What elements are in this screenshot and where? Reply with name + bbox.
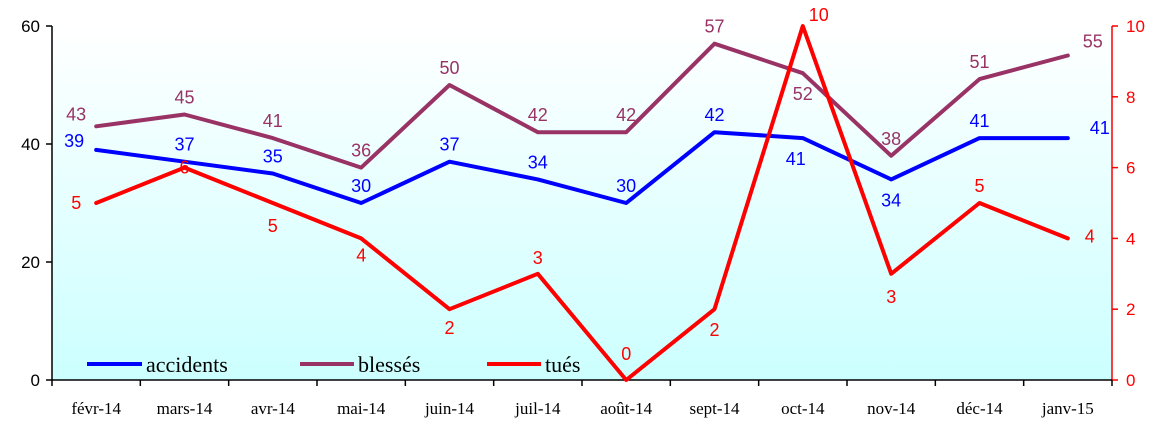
series-line-accidents: [94, 130, 1070, 205]
legend: accidents blessés tués: [87, 352, 580, 377]
x-axis-tick-label: oct-14: [781, 399, 825, 418]
data-label: 5: [268, 216, 278, 236]
right-axis-tick-label: 4: [1126, 229, 1135, 248]
data-label: 41: [1090, 118, 1110, 138]
x-axis-tick-label: déc-14: [956, 399, 1003, 418]
data-label: 5: [974, 176, 984, 196]
data-label: 10: [809, 5, 829, 25]
left-axis-tick-label: 20: [21, 253, 40, 272]
data-label: 4: [1085, 226, 1095, 246]
data-label: 35: [263, 147, 283, 167]
x-axis-tick-label: avr-14: [251, 399, 296, 418]
right-axis-tick-label: 2: [1126, 300, 1135, 319]
data-label: 42: [704, 105, 724, 125]
right-axis-tick-label: 0: [1126, 371, 1135, 390]
x-axis-tick-label: janv-15: [1041, 399, 1094, 418]
data-label: 38: [881, 129, 901, 149]
data-label: 5: [71, 193, 81, 213]
data-label: 57: [704, 17, 724, 37]
data-label: 42: [616, 105, 636, 125]
x-axis-tick-label: mai-14: [337, 399, 386, 418]
x-axis-tick-label: juin-14: [424, 399, 475, 418]
left-axis-tick-label: 60: [21, 17, 40, 36]
data-label: 3: [886, 287, 896, 307]
data-label: 41: [969, 111, 989, 131]
data-label: 50: [439, 58, 459, 78]
data-label: 37: [439, 135, 459, 155]
left-axis-tick-label: 40: [21, 135, 40, 154]
legend-label: accidents: [146, 352, 228, 377]
series-lines: [94, 24, 1070, 382]
data-label: 52: [793, 84, 813, 104]
x-axis-tick-label: sept-14: [689, 399, 740, 418]
data-label: 39: [64, 131, 84, 151]
data-label: 41: [786, 149, 806, 169]
plot-area: [52, 26, 1112, 380]
x-axis-tick-label: nov-14: [867, 399, 916, 418]
series-line-tues: [94, 24, 1070, 382]
data-label: 2: [709, 320, 719, 340]
data-label: 37: [174, 135, 194, 155]
data-label: 34: [528, 152, 548, 172]
data-label: 34: [881, 190, 901, 210]
data-label: 6: [179, 158, 189, 178]
data-label: 41: [263, 111, 283, 131]
data-label: 0: [621, 344, 631, 364]
data-label: 51: [969, 52, 989, 72]
right-axis-tick-label: 6: [1126, 159, 1135, 178]
data-label: 2: [444, 318, 454, 338]
legend-label: blessés: [358, 352, 420, 377]
x-axis-tick-label: juil-14: [514, 399, 561, 418]
series-line-blesses: [94, 41, 1070, 170]
x-axis-tick-label: févr-14: [71, 399, 121, 418]
x-axis-tick-label: août-14: [600, 399, 652, 418]
data-label: 45: [174, 88, 194, 108]
data-label: 4: [356, 245, 366, 265]
x-axis-tick-label: mars-14: [157, 399, 213, 418]
right-axis-tick-label: 8: [1126, 88, 1135, 107]
data-label: 30: [351, 176, 371, 196]
data-label: 3: [533, 248, 543, 268]
right-axis-tick-label: 10: [1126, 17, 1145, 36]
left-axis-tick-label: 0: [31, 371, 40, 390]
data-label: 30: [616, 176, 636, 196]
legend-label: tués: [545, 352, 580, 377]
data-label: 43: [66, 104, 86, 124]
data-label: 55: [1083, 32, 1103, 52]
data-label: 36: [351, 141, 371, 161]
data-label: 42: [528, 105, 548, 125]
